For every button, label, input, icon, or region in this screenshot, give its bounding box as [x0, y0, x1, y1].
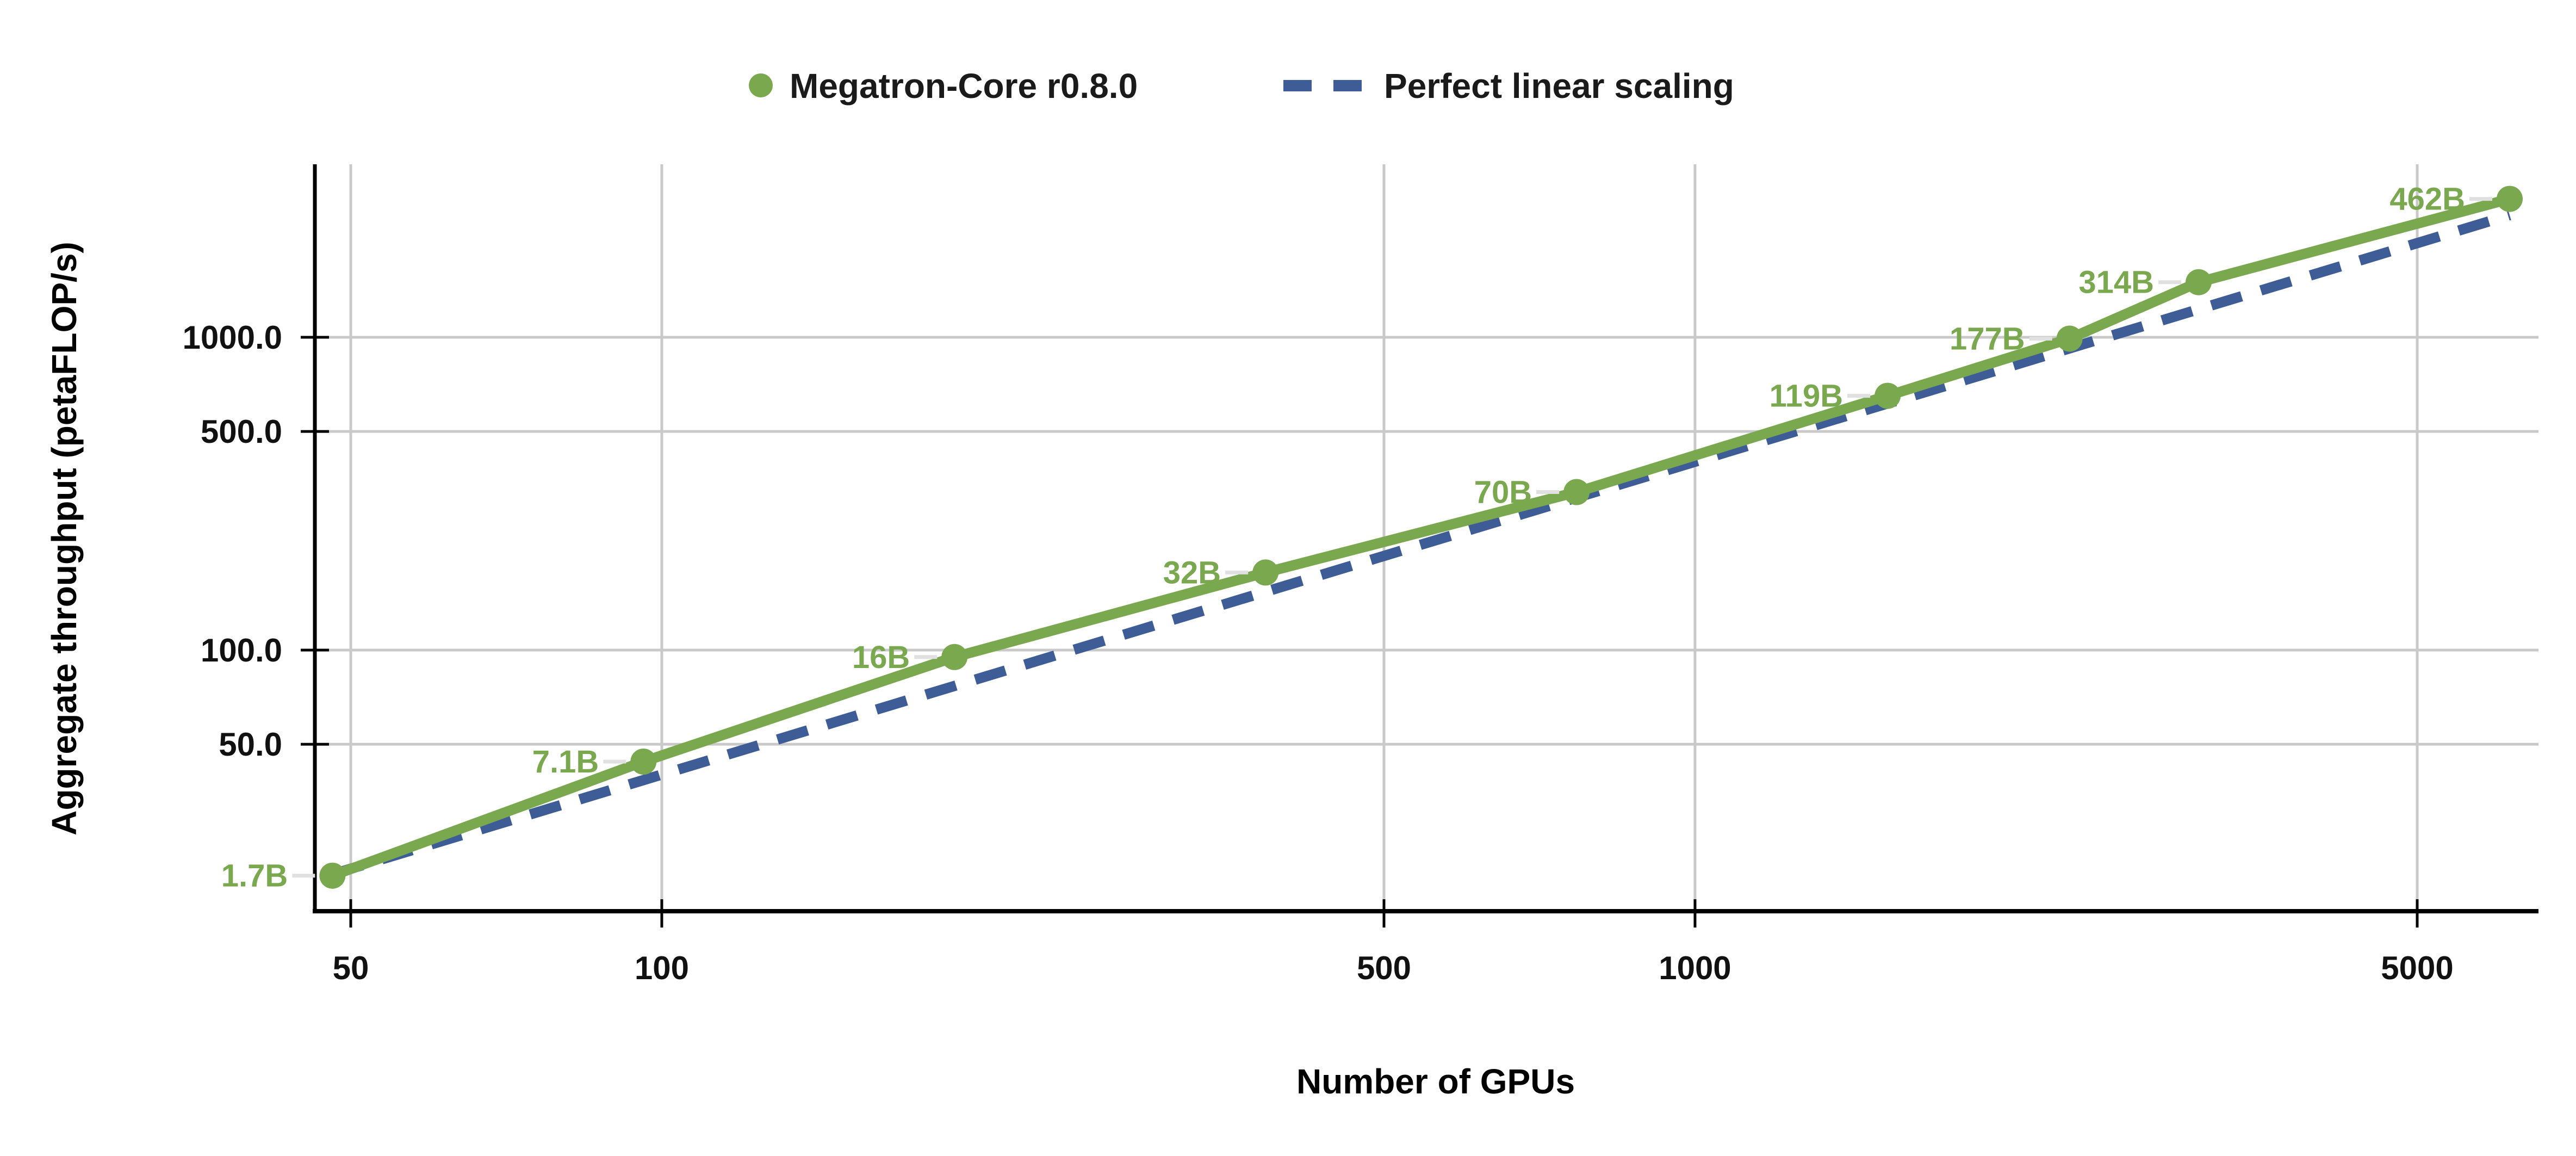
- axis-ticks: [301, 336, 2419, 928]
- point-label-16b: 16B: [852, 640, 910, 675]
- axes: [313, 164, 2538, 913]
- point-label-462b: 462B: [2389, 182, 2465, 217]
- y-tick-label-1000: 1000.0: [182, 319, 282, 356]
- legend-marker-linear-dash-icon: [1333, 80, 1362, 91]
- y-tick-label-100: 100.0: [201, 632, 282, 669]
- y-tick-label-50: 50.0: [219, 726, 282, 763]
- data-point-16b: [941, 644, 968, 670]
- point-label-177b: 177B: [1950, 322, 2025, 357]
- data-series: [319, 186, 2523, 889]
- data-point-462b: [2497, 186, 2523, 212]
- legend-marker-linear-dash-icon: [1283, 80, 1312, 91]
- data-point-119b: [1874, 382, 1901, 409]
- y-axis-title: Aggregate throughput (petaFLOP/s): [45, 242, 84, 836]
- data-point-labels: 1.7B 7.1B 16B 32B 70B 119B 177B 314B 462B: [221, 182, 2493, 894]
- legend: Megatron-Core r0.8.0 Perfect linear scal…: [749, 66, 1734, 106]
- point-label-314b: 314B: [2078, 265, 2154, 300]
- legend-label-megatron: Megatron-Core r0.8.0: [790, 66, 1138, 106]
- data-point-314b: [2186, 269, 2212, 295]
- data-point-1.7b: [319, 862, 346, 889]
- data-point-7.1b: [630, 749, 657, 775]
- linear-scaling-line: [331, 210, 2511, 880]
- megatron-line: [331, 194, 2511, 881]
- x-tick-label-500: 500: [1357, 950, 1411, 986]
- data-point-32b: [1252, 559, 1279, 586]
- point-label-1.7b: 1.7B: [221, 858, 288, 894]
- x-tick-label-5000: 5000: [2381, 950, 2453, 986]
- legend-label-linear: Perfect linear scaling: [1384, 66, 1734, 106]
- x-tick-label-50: 50: [333, 950, 369, 986]
- y-tick-label-500: 500.0: [201, 413, 282, 450]
- data-point-70b: [1563, 479, 1590, 505]
- point-label-7.1b: 7.1B: [532, 744, 599, 780]
- point-label-119b: 119B: [1770, 379, 1843, 414]
- x-tick-label-100: 100: [635, 950, 689, 986]
- legend-marker-megatron-dot-icon: [749, 73, 773, 97]
- point-label-70b: 70B: [1474, 475, 1532, 510]
- point-label-32b: 32B: [1163, 555, 1221, 590]
- x-axis-title: Number of GPUs: [1296, 1062, 1575, 1101]
- axis-tick-labels: 50 100 500 1000 5000 50.0 100.0 500.0 1000.0: [182, 319, 2453, 986]
- x-tick-label-1000: 1000: [1659, 950, 1731, 986]
- data-point-177b: [2056, 325, 2083, 352]
